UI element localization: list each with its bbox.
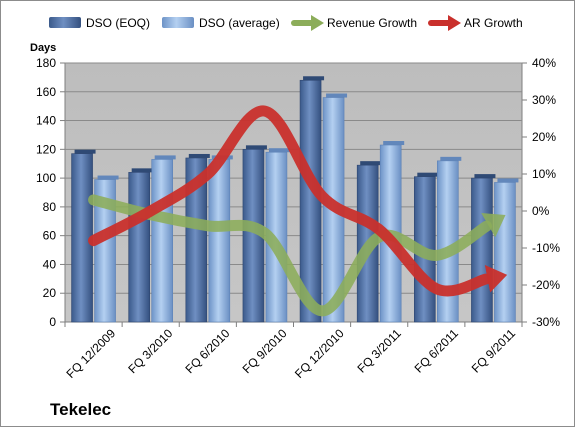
y-tick-label: 180 [36,56,56,70]
x-tick-label: FQ 9/2010 [240,326,290,376]
x-tick-label: FQ 9/2011 [469,326,519,376]
y2-tick-label: 20% [532,130,556,144]
x-tick-label: FQ 12/2009 [64,326,119,381]
y2-tick-label: -20% [532,278,560,292]
legend-arrow-ar-growth-icon [428,15,461,31]
bar-top-dso-average [154,155,176,160]
y-axis-ticks: 0 20 40 60 80 100 120 140 160 180 [36,56,65,329]
bar-top-dso-average [268,148,290,153]
growth-lines [88,105,508,317]
y-axis-title: Days [30,42,56,54]
y2-tick-label: -10% [532,241,560,255]
arrowhead-revenue-growth [481,213,506,238]
legend-label-dso-average: DSO (average) [199,16,280,30]
y-tick-label: 60 [43,229,57,243]
y-tick-label: 20 [43,286,57,300]
bar-dso-average [208,159,231,323]
legend-label-revenue-growth: Revenue Growth [327,16,417,30]
legend-swatch-dso-eoq [49,17,81,28]
legend-label-dso-eoq: DSO (EOQ) [86,16,150,30]
bar-dso-average [494,182,516,323]
x-axis-ticks: FQ 12/2009 FQ 3/2010 FQ 6/2010 FQ 9/2010 FQ … [64,322,523,381]
legend-swatch-dso-average [162,17,194,28]
y-tick-label: 160 [36,85,56,99]
bar-top-dso-eoq [417,172,439,177]
x-tick-label: FQ 12/2010 [292,326,347,381]
y2-tick-label: 10% [532,167,556,181]
y-tick-label: 100 [36,171,56,185]
bar-top-dso-average [497,178,519,183]
legend-arrow-revenue-growth-icon [291,15,324,31]
legend: DSO (EOQ) DSO (average) Revenue Growth A… [49,15,523,31]
bar-dso-eoq [471,177,493,323]
bar-dso-average [437,160,459,323]
x-tick-label: FQ 6/2010 [183,326,233,376]
company-name: Tekelec [50,400,111,419]
bar-top-dso-average [440,156,462,161]
bar-top-dso-eoq [245,145,267,150]
line-ar-growth [88,105,492,297]
bar-dso-eoq [128,172,150,323]
bar-top-dso-average [326,93,348,98]
y2-tick-label: 30% [532,93,556,107]
y-tick-label: 0 [49,315,56,329]
y-tick-label: 40 [43,257,57,271]
y2-axis-ticks: -30% -20% -10% 0% 10% 20% 30% 40% [522,56,560,329]
x-tick-label: FQ 3/2010 [125,326,175,376]
y-tick-label: 140 [36,114,56,128]
bar-dso-eoq [185,157,208,323]
y2-tick-label: 40% [532,56,556,70]
bar-top-dso-eoq [131,168,153,173]
y2-tick-label: 0% [532,204,550,218]
bar-top-dso-eoq [474,174,496,179]
y2-tick-label: -30% [532,315,560,329]
y-tick-label: 120 [36,142,56,156]
y-tick-label: 80 [43,200,57,214]
bar-dso-average [151,159,173,323]
x-tick-label: FQ 3/2011 [355,326,405,376]
line-revenue-growth [88,194,493,317]
bar-top-dso-eoq [303,76,325,81]
bar-top-dso-average [383,141,405,146]
bar-top-dso-eoq [188,153,210,158]
bar-top-dso-eoq [74,149,96,154]
bar-top-dso-average [97,175,119,180]
legend-label-ar-growth: AR Growth [464,16,523,30]
bar-top-dso-eoq [360,161,382,166]
arrowhead-ar-growth [484,265,508,293]
x-tick-label: FQ 6/2011 [412,326,462,376]
bar-dso-average [94,179,116,323]
